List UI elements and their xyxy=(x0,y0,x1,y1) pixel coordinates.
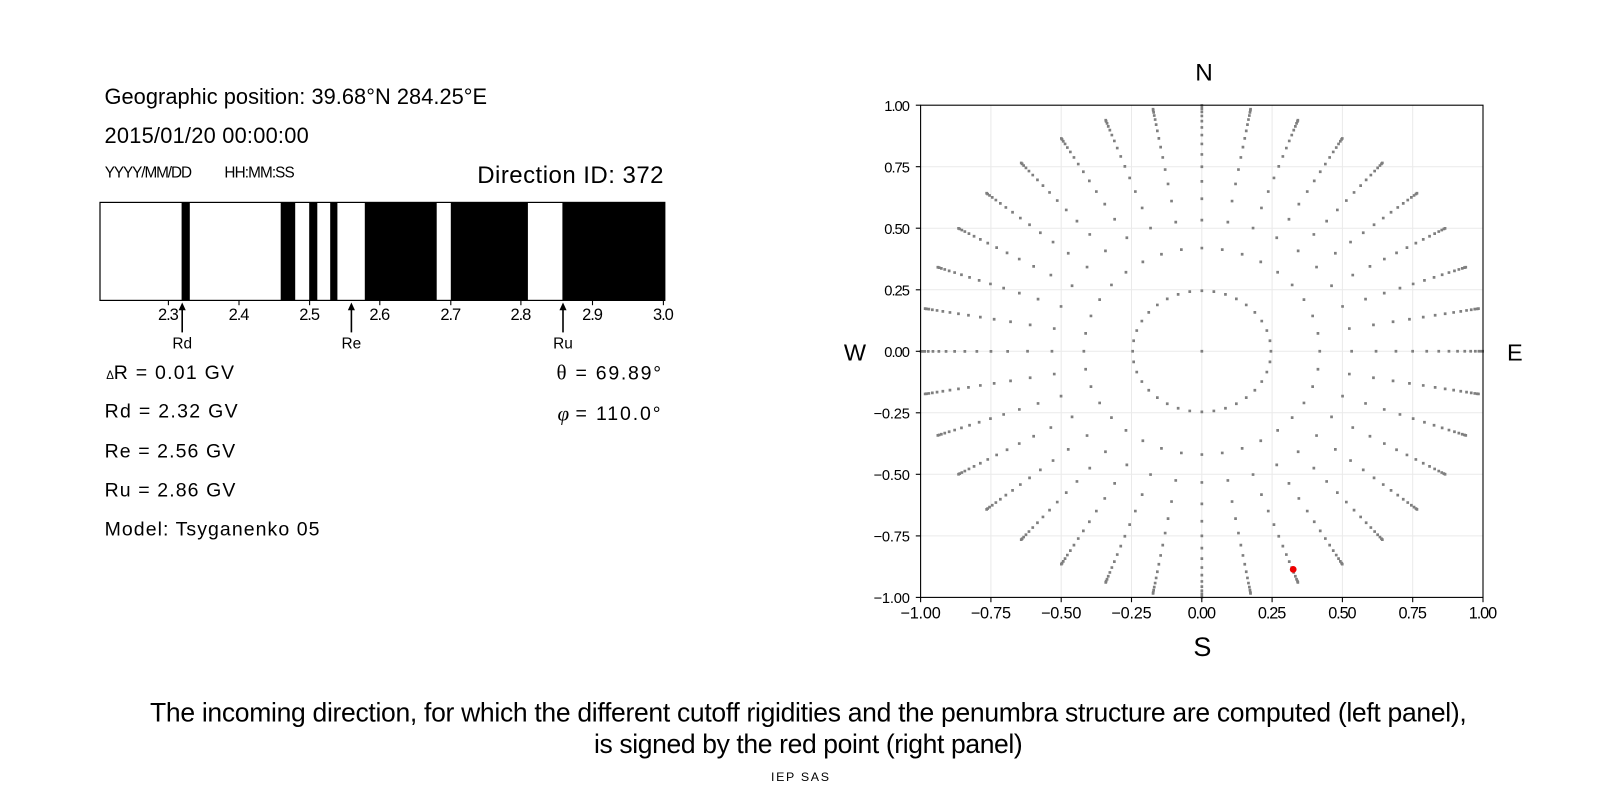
svg-text:= 69.89°: = 69.89° xyxy=(576,363,662,385)
svg-text:Direction ID: 372: Direction ID: 372 xyxy=(477,162,663,189)
svg-text:R = 0.01 GV: R = 0.01 GV xyxy=(114,362,234,384)
svg-text:2.6: 2.6 xyxy=(369,306,390,324)
svg-text:S: S xyxy=(1193,632,1211,662)
svg-text:2.8: 2.8 xyxy=(511,306,532,324)
svg-text:−0.50: −0.50 xyxy=(874,468,910,484)
svg-text:−0.25: −0.25 xyxy=(1111,605,1151,623)
svg-text:−0.75: −0.75 xyxy=(874,530,910,546)
svg-text:Geographic position: 39.68°N 2: Geographic position: 39.68°N 284.25°E xyxy=(105,84,488,109)
svg-text:0.75: 0.75 xyxy=(884,161,910,177)
svg-text:2.7: 2.7 xyxy=(440,306,461,324)
svg-text:0.25: 0.25 xyxy=(1258,605,1286,623)
svg-text:YYYY/MM/DD: YYYY/MM/DD xyxy=(105,165,192,182)
svg-text:Ru: Ru xyxy=(553,336,573,353)
svg-text:−0.25: −0.25 xyxy=(874,407,910,423)
svg-text:1.00: 1.00 xyxy=(884,99,910,115)
svg-text:2015/01/20 00:00:00: 2015/01/20 00:00:00 xyxy=(105,123,309,148)
svg-text:= 110.0°: = 110.0° xyxy=(576,403,661,425)
svg-text:0.50: 0.50 xyxy=(1328,605,1356,623)
svg-text:2.5: 2.5 xyxy=(299,306,320,324)
svg-text:0.75: 0.75 xyxy=(1399,605,1427,623)
svg-text:is signed by the red point (ri: is signed by the red point (right panel) xyxy=(594,729,1023,759)
svg-text:−1.00: −1.00 xyxy=(874,591,910,607)
svg-text:0.00: 0.00 xyxy=(1188,605,1216,623)
svg-text:Δ: Δ xyxy=(106,370,114,382)
svg-text:The incoming direction, for wh: The incoming direction, for which the di… xyxy=(150,697,1467,727)
svg-text:Ru = 2.86 GV: Ru = 2.86 GV xyxy=(105,480,236,502)
svg-text:0.00: 0.00 xyxy=(884,345,910,361)
svg-text:Rd: Rd xyxy=(172,336,192,353)
svg-text:2.3: 2.3 xyxy=(158,306,179,324)
svg-text:Model: Tsyganenko 05: Model: Tsyganenko 05 xyxy=(105,519,320,541)
svg-text:Re: Re xyxy=(342,336,362,353)
svg-text:θ: θ xyxy=(557,361,567,385)
svg-text:−0.75: −0.75 xyxy=(971,605,1011,623)
svg-text:N: N xyxy=(1195,60,1213,87)
svg-text:φ: φ xyxy=(558,401,570,425)
svg-text:0.25: 0.25 xyxy=(884,284,910,300)
svg-text:0.50: 0.50 xyxy=(884,222,910,238)
svg-text:1.00: 1.00 xyxy=(1469,605,1497,623)
svg-text:−0.50: −0.50 xyxy=(1041,605,1081,623)
svg-text:HH:MM:SS: HH:MM:SS xyxy=(224,165,294,182)
svg-text:W: W xyxy=(844,339,867,365)
svg-text:−1.00: −1.00 xyxy=(900,605,940,623)
svg-text:Re = 2.56 GV: Re = 2.56 GV xyxy=(105,440,236,462)
svg-text:IEP SAS: IEP SAS xyxy=(771,770,829,784)
svg-text:2.9: 2.9 xyxy=(582,306,603,324)
svg-text:2.4: 2.4 xyxy=(229,306,250,324)
svg-text:3.0: 3.0 xyxy=(653,306,674,324)
svg-text:Rd = 2.32 GV: Rd = 2.32 GV xyxy=(105,401,238,423)
svg-text:E: E xyxy=(1507,339,1523,365)
